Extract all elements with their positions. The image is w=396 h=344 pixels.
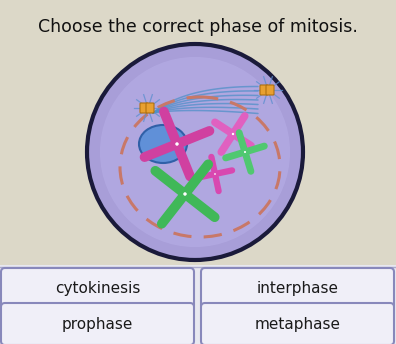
Circle shape bbox=[231, 132, 235, 136]
Ellipse shape bbox=[139, 125, 187, 163]
FancyBboxPatch shape bbox=[1, 268, 194, 310]
Circle shape bbox=[87, 44, 303, 260]
FancyBboxPatch shape bbox=[0, 265, 396, 344]
FancyBboxPatch shape bbox=[1, 303, 194, 344]
Circle shape bbox=[243, 150, 247, 154]
FancyBboxPatch shape bbox=[201, 268, 394, 310]
Circle shape bbox=[183, 192, 187, 196]
Circle shape bbox=[100, 57, 290, 247]
Text: cytokinesis: cytokinesis bbox=[55, 281, 140, 297]
FancyBboxPatch shape bbox=[140, 103, 148, 113]
Circle shape bbox=[175, 141, 179, 147]
Text: prophase: prophase bbox=[62, 316, 133, 332]
FancyBboxPatch shape bbox=[146, 103, 154, 113]
FancyBboxPatch shape bbox=[260, 85, 268, 95]
FancyBboxPatch shape bbox=[266, 85, 274, 95]
Circle shape bbox=[213, 172, 217, 175]
Text: Choose the correct phase of mitosis.: Choose the correct phase of mitosis. bbox=[38, 18, 358, 36]
Text: interphase: interphase bbox=[257, 281, 339, 297]
FancyBboxPatch shape bbox=[201, 303, 394, 344]
Text: metaphase: metaphase bbox=[255, 316, 341, 332]
